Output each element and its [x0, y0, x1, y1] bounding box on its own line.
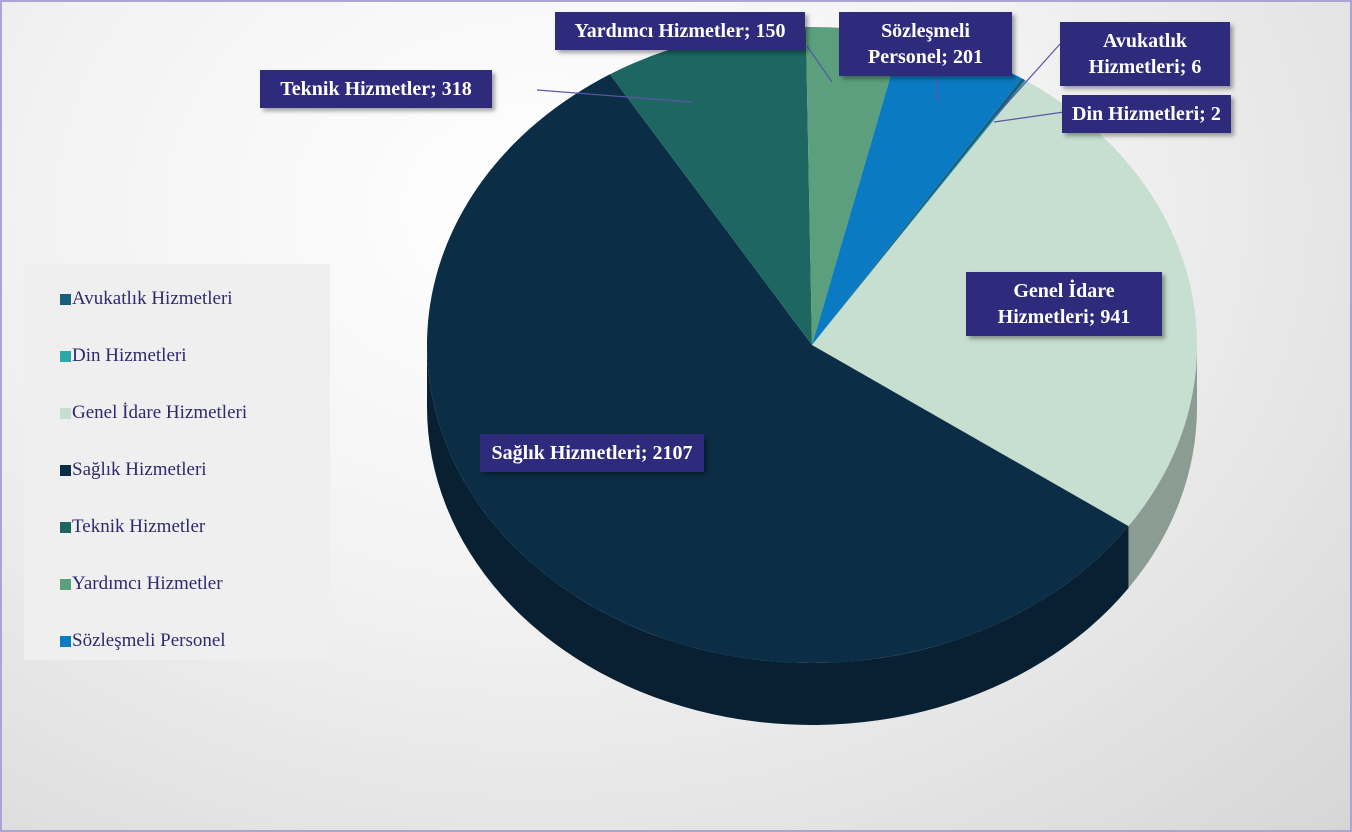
legend-swatch [60, 351, 71, 362]
legend-item: Genel İdare Hizmetleri [60, 402, 247, 424]
legend-item: Avukatlık Hizmetleri [60, 288, 233, 310]
slice [812, 78, 1025, 345]
data-label: Yardımcı Hizmetler; 150 [555, 12, 805, 50]
slice-side [1128, 345, 1197, 589]
data-label: Genel İdare Hizmetleri; 941 [966, 272, 1162, 336]
slice [812, 35, 1022, 345]
slice [427, 74, 1129, 663]
legend-item: Sözleşmeli Personel [60, 630, 226, 652]
leader-line [991, 43, 1061, 121]
slice-side [427, 345, 1129, 726]
legend-swatch [60, 636, 71, 647]
legend-item: Teknik Hizmetler [60, 516, 205, 538]
legend-swatch [60, 465, 71, 476]
slice [805, 27, 903, 346]
legend-swatch [60, 522, 71, 533]
slice [609, 27, 812, 345]
legend-swatch [60, 408, 71, 419]
data-label: Teknik Hizmetler; 318 [260, 70, 492, 108]
data-label: Sağlık Hizmetleri; 2107 [480, 434, 704, 472]
legend-swatch [60, 579, 71, 590]
slice [812, 80, 1027, 346]
legend-swatch [60, 294, 71, 305]
data-label: Avukatlık Hizmetleri; 6 [1060, 22, 1230, 86]
legend-item: Din Hizmetleri [60, 345, 187, 367]
legend-item: Yardımcı Hizmetler [60, 573, 223, 595]
legend-item: Sağlık Hizmetleri [60, 459, 207, 481]
leader-line [536, 89, 693, 103]
leader-line [806, 45, 833, 83]
data-label: Din Hizmetleri; 2 [1062, 95, 1231, 133]
leader-line [993, 111, 1065, 123]
legend: Avukatlık Hizmetleri Din Hizmetleri Genel … [24, 264, 330, 660]
data-label: Sözleşmeli Personel; 201 [839, 12, 1012, 76]
